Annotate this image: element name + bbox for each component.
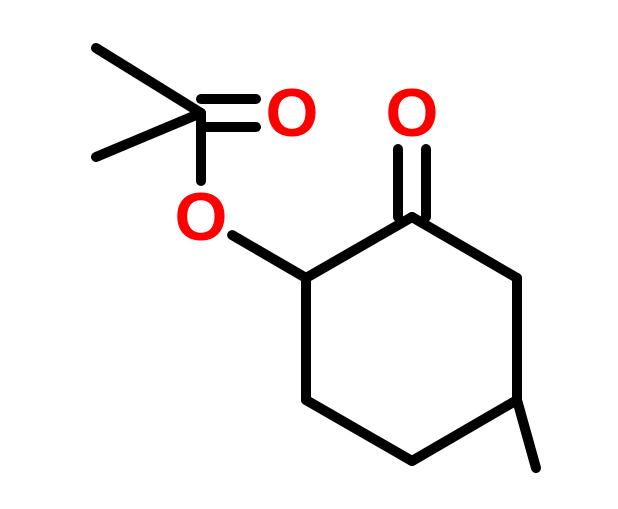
atom-label-o: O [386, 75, 439, 151]
atom-label-o: O [175, 179, 228, 255]
atom-label-o: O [266, 75, 319, 151]
molecule-diagram: OOO [0, 0, 618, 509]
